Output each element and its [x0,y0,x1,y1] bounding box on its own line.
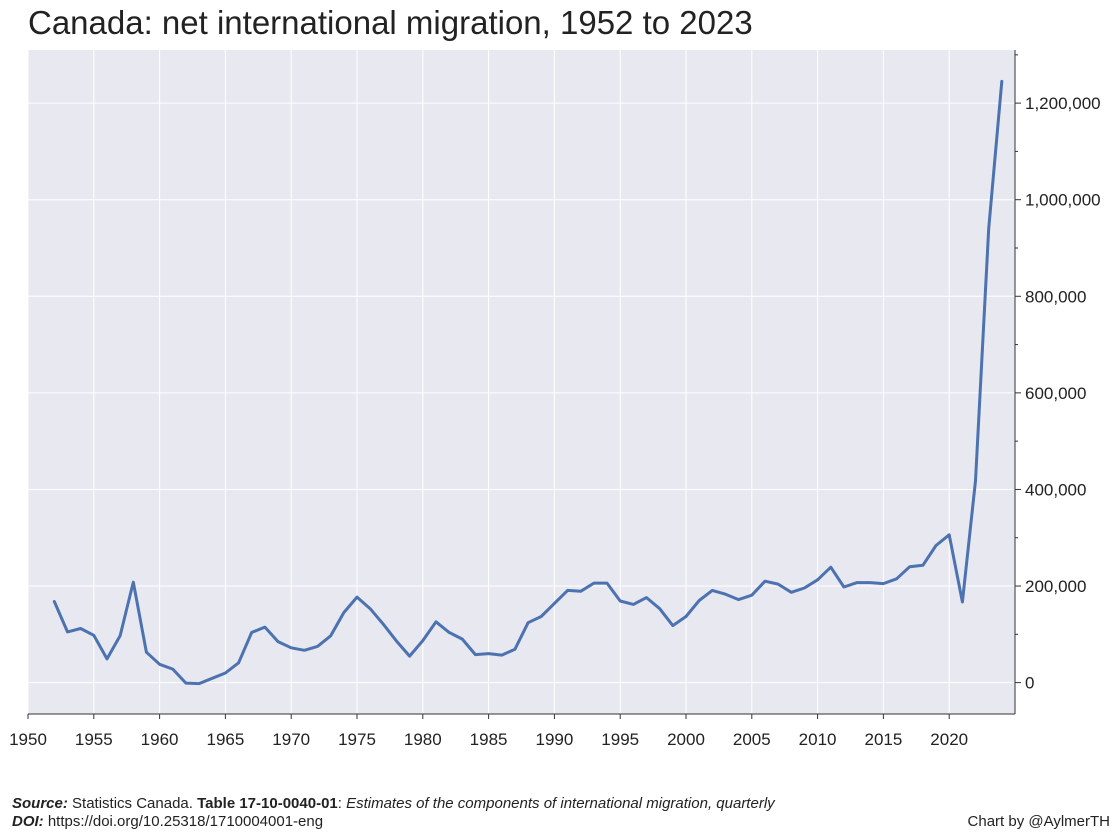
doi-label: DOI: [12,813,44,830]
y-tick-label: 0 [1025,674,1034,693]
x-tick-label: 1985 [470,730,508,749]
chart-footer: Source: Statistics Canada. Table 17-10-0… [12,795,1110,831]
x-tick-label: 2005 [733,730,771,749]
y-tick-label: 600,000 [1025,384,1086,403]
y-tick-label: 1,000,000 [1025,191,1101,210]
table-title: Estimates of the components of internati… [346,795,775,812]
x-tick-label: 1950 [9,730,47,749]
x-tick-label: 1995 [601,730,639,749]
source-line: Source: Statistics Canada. Table 17-10-0… [12,795,1110,813]
plot-area [28,50,1015,714]
table-id: Table 17-10-0040-01 [197,795,338,812]
source-label: Source: [12,795,68,812]
chart-title: Canada: net international migration, 195… [28,4,753,41]
doi-value: https://doi.org/10.25318/1710004001-eng [47,813,324,830]
x-tick-label: 2010 [799,730,837,749]
x-tick-label: 1980 [404,730,442,749]
x-tick-label: 1960 [141,730,179,749]
x-tick-label: 2015 [864,730,902,749]
source-org: Statistics Canada. [72,795,193,812]
chart-credit: Chart by @AylmerTH [967,813,1110,830]
x-tick-label: 1975 [338,730,376,749]
x-tick-label: 2000 [667,730,705,749]
x-tick-label: 1990 [535,730,573,749]
table-separator: : [337,795,342,812]
y-tick-label: 200,000 [1025,577,1086,596]
y-tick-label: 800,000 [1025,287,1086,306]
y-tick-label: 1,200,000 [1025,94,1101,113]
x-tick-label: 2020 [930,730,968,749]
doi-line: DOI: https://doi.org/10.25318/1710004001… [12,813,1110,831]
x-tick-label: 1970 [272,730,310,749]
y-tick-label: 400,000 [1025,480,1086,499]
x-tick-label: 1965 [206,730,244,749]
x-tick-label: 1955 [75,730,113,749]
series-line [52,79,1004,686]
